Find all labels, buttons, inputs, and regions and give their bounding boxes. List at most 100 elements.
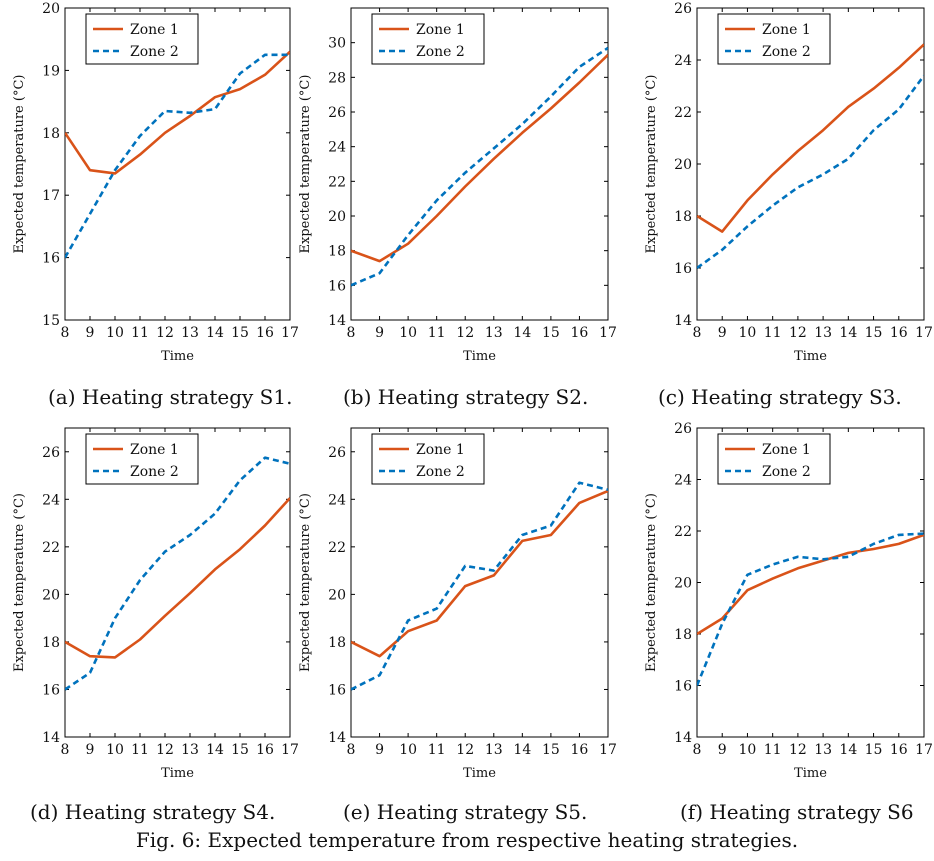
chart-panel-e: 8 9 10 11 12 13 14 15 16 17 14 16 18 20 22 24 26 Time Expe… [298,427,617,781]
x-axis-label-b: Time [463,349,496,364]
x-axis-label-c: Time [794,349,827,364]
y-tick-label-f: 16 [674,679,692,695]
y-tick-label-f: 22 [674,524,692,540]
x-tick-label-f: 8 [693,742,702,758]
x-tick-label-c: 13 [814,325,832,341]
x-tick-label-d: 12 [156,742,174,758]
x-axis-label-e: Time [463,766,496,781]
x-tick-label-b: 8 [347,325,356,341]
x-tick-label-f: 15 [865,742,883,758]
x-tick-label-a: 17 [281,325,299,341]
x-tick-label-d: 10 [106,742,124,758]
x-tick-label-a: 10 [106,325,124,341]
y-tick-label-b: 20 [328,209,346,225]
plot-frame-b [350,7,609,321]
x-tick-label-a: 14 [206,325,224,341]
x-tick-label-c: 14 [839,325,857,341]
y-tick-label-d: 26 [42,445,60,461]
chart-a-svg: 8 9 10 11 12 13 14 15 16 17 15 16 17 18 19 20 Time Expect… [12,1,299,364]
x-tick-label-c: 17 [915,325,933,341]
series-line-b-zone-1 [351,53,608,263]
x-tick-label-e: 10 [399,742,417,758]
x-tick-label-f: 9 [718,742,727,758]
series-line-a-zone-1 [65,50,290,175]
chart-panel-d: 8 9 10 11 12 13 14 15 16 17 14 16 18 20 22 24 26 Time Expe… [0,0,310,800]
series-line-d-zone-2 [65,456,290,691]
x-tick-label-e: 14 [513,742,531,758]
y-axis-label-a: Expected temperature (°C) [12,75,27,254]
caption-e: (e) Heating strategy S5. [343,800,588,824]
y-tick-label-e: 16 [328,682,346,698]
series-line-f-zone-2 [697,532,924,686]
legend-box-b [371,13,485,65]
x-tick-label-f: 10 [739,742,757,758]
x-tick-label-b: 12 [456,325,474,341]
x-tick-label-f: 16 [890,742,908,758]
legend-label-b-zone-2: Zone 2 [416,44,465,60]
x-tick-label-d: 11 [131,742,149,758]
y-tick-label-c: 18 [674,209,692,225]
plot-frame-e [350,427,609,738]
y-tick-label-b: 26 [328,105,346,121]
chart-d-svg: 8 9 10 11 12 13 14 15 16 17 14 16 18 20 22 24 26 Time Expe… [12,427,299,781]
chart-panel-c: 8 9 10 11 12 13 14 15 16 17 14 16 18 20 22 24 26 Time Expe… [0,0,934,380]
x-tick-label-c: 16 [890,325,908,341]
chart-panel-a: 8 9 10 11 12 13 14 15 16 17 15 16 17 18 19 20 Time Expect… [0,0,310,380]
x-tick-label-d: 17 [281,742,299,758]
x-tick-label-a: 11 [131,325,149,341]
y-tick-label-e: 24 [328,492,346,508]
legend-label-d-zone-2: Zone 2 [130,464,179,480]
legend-label-f-zone-1: Zone 1 [762,442,811,458]
series-line-a-zone-2 [65,53,290,259]
y-tick-label-f: 18 [674,627,692,643]
x-tick-label-f: 12 [789,742,807,758]
y-tick-label-c: 14 [674,313,692,329]
y-tick-label-f: 14 [674,730,692,746]
x-tick-label-a: 12 [156,325,174,341]
series-line-d-zone-1 [65,497,290,659]
x-tick-label-b: 15 [542,325,560,341]
x-tick-label-a: 16 [256,325,274,341]
y-tick-label-b: 14 [328,313,346,329]
y-tick-label-a: 15 [42,313,60,329]
y-axis-label-d: Expected temperature (°C) [12,493,27,672]
legend-label-a-zone-1: Zone 1 [130,22,179,38]
y-tick-label-d: 22 [42,540,60,556]
legend-box-d [85,433,199,485]
x-tick-label-c: 15 [865,325,883,341]
x-tick-label-d: 9 [86,742,95,758]
legend-label-a-zone-2: Zone 2 [130,44,179,60]
chart-f-svg: 8 9 10 11 12 13 14 15 16 17 14 16 18 20 22 24 26 Time Expe… [644,421,933,781]
x-tick-label-a: 8 [61,325,70,341]
series-line-b-zone-2 [351,46,608,287]
x-tick-label-b: 9 [375,325,384,341]
x-tick-label-e: 13 [485,742,503,758]
x-tick-label-d: 13 [181,742,199,758]
y-tick-label-d: 20 [42,587,60,603]
caption-a: (a) Heating strategy S1. [48,385,293,409]
chart-panel-f: 8 9 10 11 12 13 14 15 16 17 14 16 18 20 22 24 26 Time Expe… [644,421,933,781]
y-tick-label-c: 20 [674,157,692,173]
x-tick-label-e: 15 [542,742,560,758]
legend-box-c [717,13,831,65]
y-tick-label-a: 16 [42,251,60,267]
chart-panel-b: 8 9 10 11 12 13 14 15 16 17 14 16 18 20 22 24 26 28 30 Time… [0,0,620,380]
legend-label-b-zone-1: Zone 1 [416,22,465,38]
caption-c: (c) Heating strategy S3. [658,385,902,409]
y-tick-label-e: 14 [328,730,346,746]
legend-label-d-zone-1: Zone 1 [130,442,179,458]
x-tick-label-e: 12 [456,742,474,758]
series-line-f-zone-1 [697,533,924,636]
legend-box-a [85,13,199,65]
y-tick-label-e: 18 [328,635,346,651]
y-axis-label-f: Expected temperature (°C) [644,493,659,672]
y-tick-label-d: 24 [42,492,60,508]
x-tick-label-e: 11 [428,742,446,758]
y-tick-label-f: 20 [674,576,692,592]
x-tick-label-b: 14 [513,325,531,341]
x-axis-label-a: Time [161,349,194,364]
x-tick-label-f: 14 [839,742,857,758]
y-tick-label-d: 16 [42,682,60,698]
series-line-c-zone-2 [697,74,924,270]
x-tick-label-a: 13 [181,325,199,341]
